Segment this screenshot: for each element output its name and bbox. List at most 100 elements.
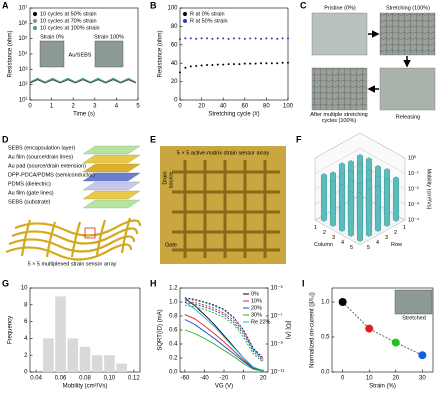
point <box>227 37 230 40</box>
legend-label: Re 22% <box>251 319 271 325</box>
row-tick-label: 1 <box>403 225 406 231</box>
line <box>184 301 264 372</box>
point <box>254 37 257 40</box>
legend-label: 30% <box>251 312 262 318</box>
layer-label: SEBS (encapsulation layer) <box>8 145 75 151</box>
x-axis-label: Stretching cycle (#) <box>208 112 259 118</box>
y-tick-label: 0 <box>24 370 28 376</box>
y-tick-label: 6 <box>24 319 28 325</box>
y-tick-label: 10⁷ <box>19 5 28 12</box>
z-tick-label: 10⁻² <box>408 186 419 192</box>
point <box>227 63 230 66</box>
x-axis-label: Time (s) <box>73 112 95 118</box>
point <box>233 37 235 40</box>
highlight <box>84 227 96 239</box>
annotation: Strain 0% <box>40 34 64 40</box>
point <box>243 62 246 65</box>
photo <box>379 67 436 111</box>
point <box>249 37 252 40</box>
legend-label: 0% <box>251 291 259 297</box>
bar <box>55 296 66 372</box>
y-tick-label: 10⁶ <box>18 20 28 27</box>
x-tick-label: 0.08 <box>79 376 91 382</box>
y-axis-label: Normalized on-current (|I/I₀|) <box>310 292 316 368</box>
y-tick-label: 1.2 <box>169 286 178 292</box>
bar <box>79 346 91 372</box>
panel-label: F <box>296 134 302 144</box>
point <box>270 62 273 65</box>
y-tick-label: 10 <box>21 286 28 292</box>
y-tick-label: 0.2 <box>169 356 178 362</box>
bar <box>375 185 381 232</box>
layer-label: Au pad (source/drain extension) <box>8 163 86 169</box>
x-tick-label: 3 <box>93 104 97 110</box>
x-tick-label: 0 <box>341 376 345 382</box>
y-axis-label: Resistance (ohm) <box>158 30 164 77</box>
photo-label: Stretching (100%) <box>386 5 430 11</box>
layer <box>82 154 141 164</box>
layer-label: Au film (gate lines) <box>8 190 54 196</box>
line <box>184 329 264 372</box>
y2-tick-label: 10⁻⁹ <box>271 341 284 348</box>
point <box>189 37 192 40</box>
x-tick-label: 4 <box>115 104 119 110</box>
y-axis-label: Resistance (ohm) <box>8 30 14 77</box>
line <box>184 319 264 372</box>
caption: 5 × 5 multiplexed strain sensor array <box>28 261 117 267</box>
line <box>29 79 136 84</box>
plot-frame <box>179 7 289 101</box>
y-tick-label: 10³ <box>19 67 28 73</box>
point <box>418 351 427 360</box>
legend-swatch <box>183 19 187 23</box>
x-tick-label: 0.04 <box>30 376 42 382</box>
bar <box>116 363 127 372</box>
point <box>206 37 208 40</box>
x-tick-label: 60 <box>241 104 248 110</box>
y-axis-label: SQRT(ID) (mA) <box>158 309 164 350</box>
x-tick-label: -20 <box>220 376 229 382</box>
point <box>254 62 257 65</box>
point <box>287 37 289 40</box>
point <box>260 62 262 65</box>
line <box>184 314 264 372</box>
annotation: Au/SEBS <box>69 52 92 58</box>
z-tick-label: 10⁻³ <box>408 202 419 208</box>
photo <box>160 146 286 264</box>
x-tick-label: 0 <box>178 104 182 110</box>
bar <box>339 184 345 232</box>
panel-label: B <box>150 0 157 10</box>
point <box>211 64 214 67</box>
layer <box>82 145 141 155</box>
point <box>195 64 198 67</box>
point <box>265 62 268 65</box>
bar <box>366 189 372 237</box>
bar <box>348 191 354 237</box>
y-tick-label: 8 <box>24 302 28 308</box>
bar <box>43 338 54 372</box>
legend-label: 20% <box>251 305 262 311</box>
panel-e: E 5 × 5 active-matrix strain sensor arra… <box>150 134 286 264</box>
bar <box>330 180 336 227</box>
photo <box>379 12 436 56</box>
sensor-mesh <box>5 217 142 261</box>
panel-d: D SEBS (encapsulation layer) Au film (so… <box>2 134 142 267</box>
annotation: Stretched <box>402 315 426 321</box>
x-axis-label: Strain (%) <box>369 384 396 390</box>
point <box>189 65 192 68</box>
line <box>184 302 264 362</box>
y-axis-label: Row <box>391 242 402 248</box>
x-tick-label: 10 <box>366 376 373 382</box>
y2-tick-label: 10⁻⁵ <box>271 285 284 292</box>
layer-label: PDMS (dielectric) <box>8 181 51 187</box>
y-tick-label: 10¹ <box>19 98 28 104</box>
bar <box>357 191 363 242</box>
y-tick-label: 10⁴ <box>18 51 28 58</box>
bar <box>384 178 390 227</box>
legend-label: 10% <box>251 298 262 304</box>
y-tick-label: 0.0 <box>321 370 330 376</box>
point <box>276 37 279 40</box>
legend-label: 10 cycles at 70% strain <box>40 18 97 24</box>
panel-label: H <box>150 278 157 288</box>
photo-label: Pristine (0%) <box>324 5 356 11</box>
x-tick-label: 30 <box>419 376 426 382</box>
